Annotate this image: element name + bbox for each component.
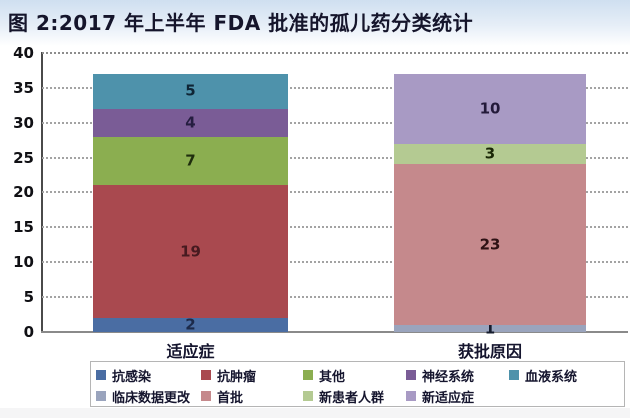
legend-item-抗感染: 抗感染 xyxy=(96,366,152,385)
y-tick-label-30: 30 xyxy=(13,113,34,132)
gridline-30 xyxy=(42,121,628,124)
legend-marker-icon xyxy=(96,391,106,401)
gridline-35 xyxy=(42,86,628,89)
legend-label: 临床数据更改 xyxy=(112,390,191,406)
bar-segment-神经系统: 4 xyxy=(93,108,288,137)
bar-segment-其他: 7 xyxy=(93,136,288,186)
legend-marker-icon xyxy=(201,370,211,380)
legend-marker-icon xyxy=(201,391,211,401)
bar-segment-value: 4 xyxy=(185,113,196,132)
y-tick-label-0: 0 xyxy=(23,323,34,341)
legend-label: 血液系统 xyxy=(525,369,578,385)
gridline-15 xyxy=(42,226,628,229)
legend-marker-icon xyxy=(303,370,313,380)
y-tick-label-20: 20 xyxy=(13,183,34,202)
bar-segment-value: 1 xyxy=(484,319,496,337)
y-tick-label-35: 35 xyxy=(13,78,34,97)
legend-label: 新适应症 xyxy=(422,390,475,406)
bar-segment-抗肿瘤: 19 xyxy=(93,185,288,319)
legend: 抗感染 抗肿瘤 其他 神经系统 血液系统临床数据更改 首批 新患者人群 新适应症 xyxy=(90,361,625,407)
figure-header: 图 2:2017 年上半年 FDA 批准的孤儿药分类统计 xyxy=(0,0,630,46)
legend-label: 神经系统 xyxy=(422,369,475,385)
legend-item-血液系统: 血液系统 xyxy=(509,366,578,385)
bar-segment-首批: 23 xyxy=(394,164,586,325)
legend-label: 首批 xyxy=(217,390,244,406)
y-tick-label-15: 15 xyxy=(13,218,34,237)
legend-label: 新患者人群 xyxy=(319,390,385,406)
x-category-label-获批原因: 获批原因 xyxy=(457,342,522,361)
legend-marker-icon xyxy=(406,370,416,380)
legend-item-首批: 首批 xyxy=(201,387,244,406)
legend-item-临床数据更改: 临床数据更改 xyxy=(96,387,191,406)
figure-title: 图 2:2017 年上半年 FDA 批准的孤儿药分类统计 xyxy=(8,11,474,35)
legend-marker-icon xyxy=(406,391,416,401)
legend-label: 抗感染 xyxy=(112,369,152,385)
y-tick-label-25: 25 xyxy=(13,148,34,167)
legend-marker-icon xyxy=(303,391,313,401)
y-tick-label-40: 40 xyxy=(13,43,34,62)
footer-margin xyxy=(0,408,630,418)
legend-item-其他: 其他 xyxy=(303,366,346,385)
legend-item-抗肿瘤: 抗肿瘤 xyxy=(201,366,257,385)
bar-segment-value: 10 xyxy=(479,99,501,118)
gridline-40 xyxy=(42,51,628,54)
gridline-25 xyxy=(42,156,628,159)
gridline-20 xyxy=(42,191,628,194)
bar-segment-新适应症: 10 xyxy=(394,73,586,144)
y-tick-label-5: 5 xyxy=(23,288,34,307)
gridline-10 xyxy=(42,261,628,264)
legend-label: 抗肿瘤 xyxy=(217,369,257,385)
bar-segment-value: 19 xyxy=(180,242,201,261)
bar-segment-抗感染: 2 xyxy=(93,315,288,334)
x-category-label-适应症: 适应症 xyxy=(166,342,215,361)
bar-segment-新患者人群: 3 xyxy=(394,143,586,165)
legend-marker-icon xyxy=(509,370,519,380)
x-axis-line xyxy=(41,331,628,333)
legend-item-新适应症: 新适应症 xyxy=(406,387,475,406)
legend-marker-icon xyxy=(96,370,106,380)
legend-item-神经系统: 神经系统 xyxy=(406,366,475,385)
legend-label: 其他 xyxy=(319,369,346,385)
bar-segment-value: 2 xyxy=(185,315,196,334)
bar-segment-血液系统: 5 xyxy=(93,73,288,109)
bar-segment-value: 5 xyxy=(185,81,196,100)
gridline-5 xyxy=(42,296,628,299)
bar-segment-value: 3 xyxy=(484,144,496,163)
bar-segment-value: 23 xyxy=(479,235,501,254)
bar-segment-value: 7 xyxy=(185,151,196,170)
legend-item-新患者人群: 新患者人群 xyxy=(303,387,385,406)
y-tick-label-10: 10 xyxy=(13,253,34,272)
bar-segment-临床数据更改: 1 xyxy=(394,321,586,336)
